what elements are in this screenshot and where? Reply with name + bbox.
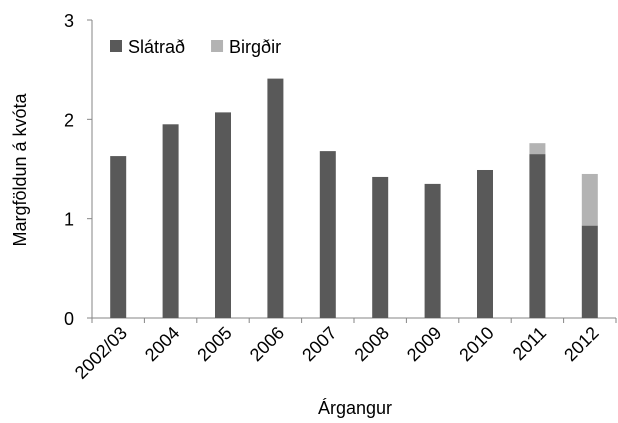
x-tick-label: 2002/03 bbox=[71, 323, 131, 383]
y-axis-title: Margföldun á kvóta bbox=[10, 92, 30, 246]
bar-segment bbox=[581, 173, 598, 226]
x-tick-label: 2008 bbox=[351, 323, 393, 365]
y-tick-label: 2 bbox=[64, 110, 74, 130]
bar-segment bbox=[424, 183, 441, 318]
bar-segment bbox=[110, 156, 127, 318]
legend-swatch bbox=[110, 40, 122, 52]
bar-segment bbox=[162, 124, 179, 318]
x-tick-label: 2006 bbox=[246, 323, 288, 365]
bar-segment bbox=[581, 225, 598, 318]
bar-segment bbox=[529, 154, 546, 318]
y-tick-label: 1 bbox=[64, 210, 74, 230]
bar-segment bbox=[372, 176, 389, 318]
x-tick-label: 2009 bbox=[403, 323, 445, 365]
x-tick-label: 2004 bbox=[141, 323, 183, 365]
x-tick-label: 2011 bbox=[509, 323, 551, 365]
y-tick-label: 0 bbox=[64, 309, 74, 329]
legend-swatch bbox=[211, 40, 224, 52]
x-tick-label: 2012 bbox=[560, 323, 602, 365]
bar-segment bbox=[215, 112, 231, 318]
bar-segment bbox=[477, 169, 493, 318]
bar-segment bbox=[267, 78, 284, 319]
bar-segment bbox=[319, 151, 336, 318]
x-axis-title: Árgangur bbox=[318, 398, 392, 418]
bar-segment bbox=[529, 143, 546, 155]
legend-label: Birgðir bbox=[229, 37, 281, 57]
legend-label: Slátrað bbox=[128, 37, 185, 57]
x-tick-label: 2007 bbox=[298, 323, 340, 365]
x-tick-label: 2005 bbox=[193, 323, 235, 365]
y-tick-label: 3 bbox=[64, 11, 74, 31]
x-tick-label: 2010 bbox=[455, 323, 497, 365]
